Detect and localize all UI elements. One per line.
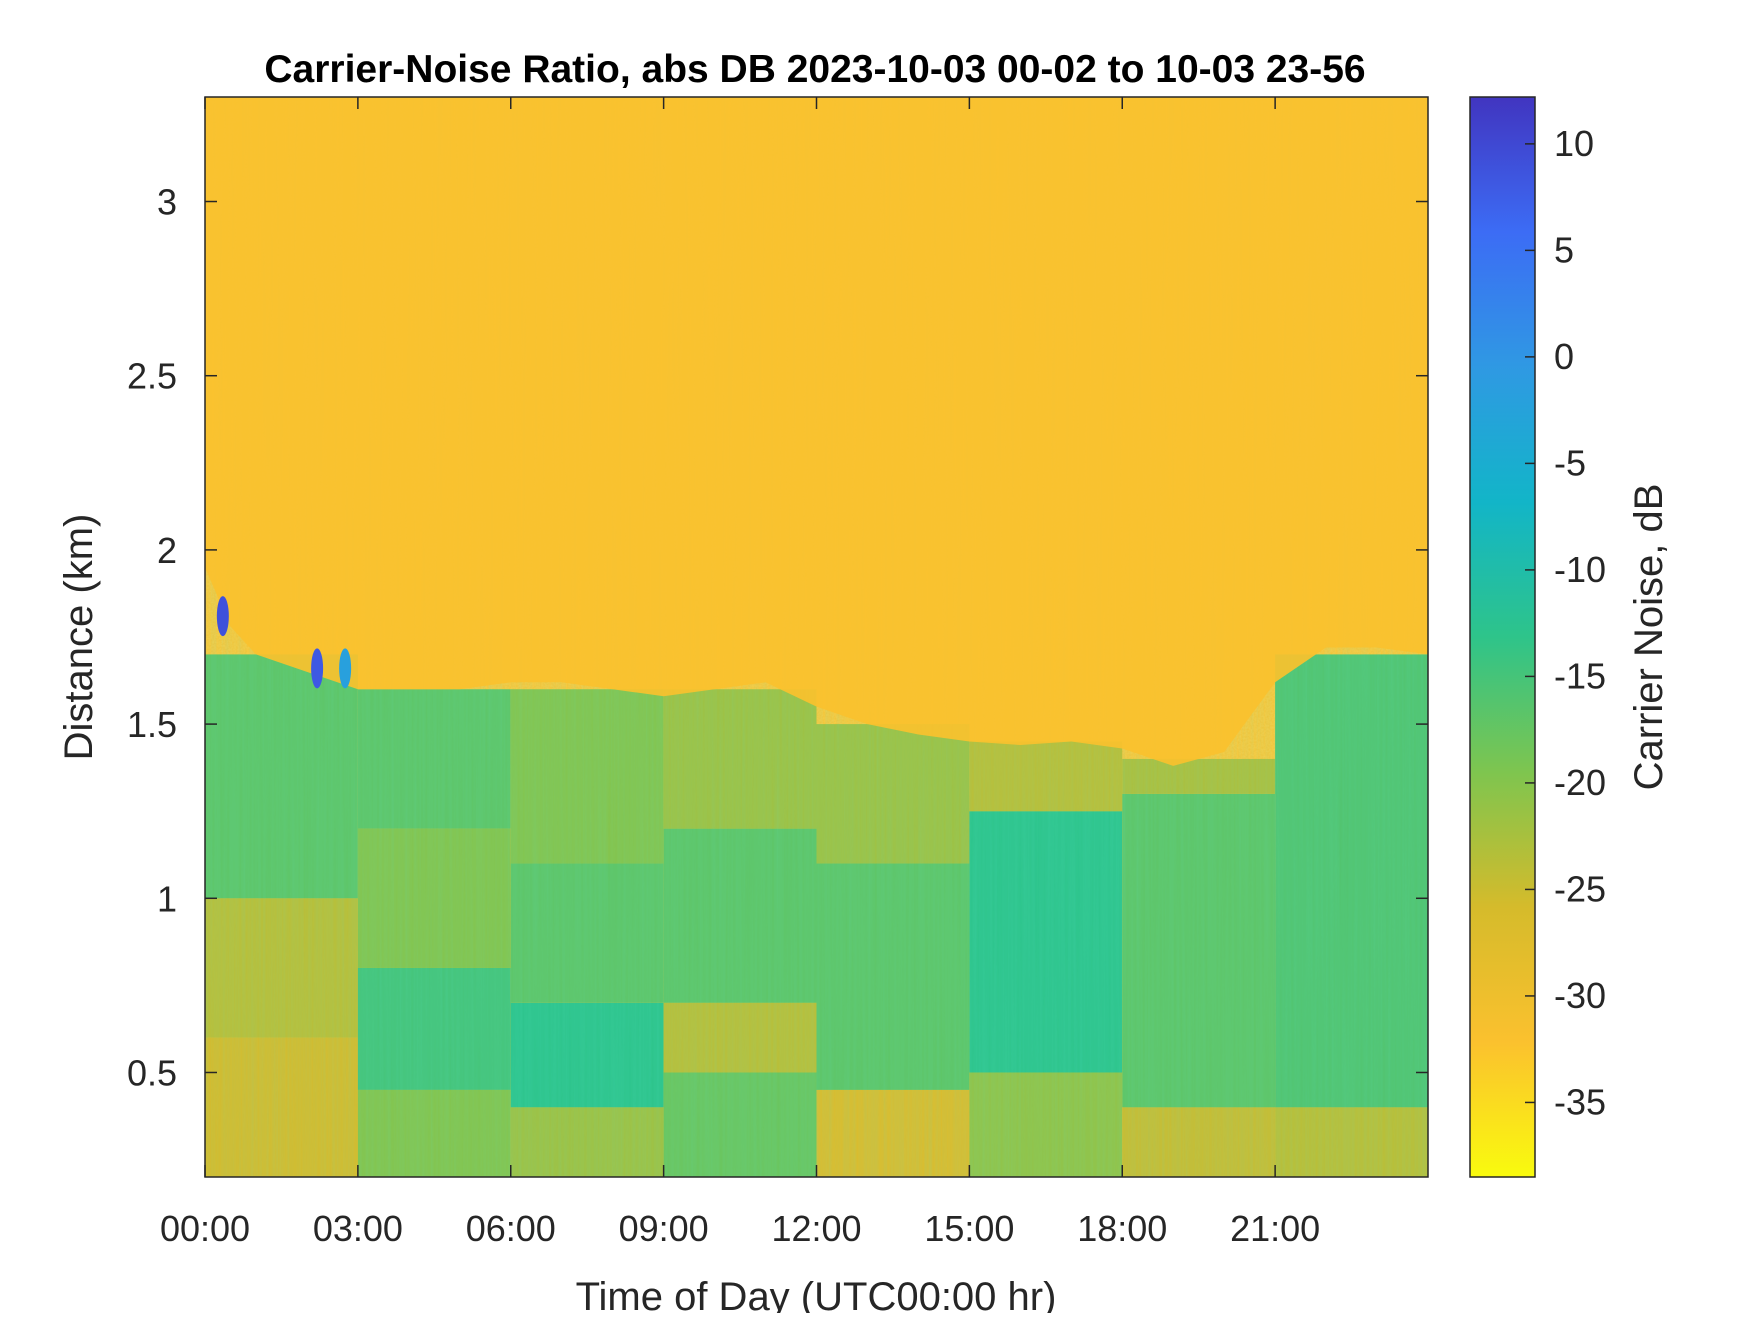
colorbar-tick-label: 0	[1554, 336, 1574, 377]
hotspot	[311, 648, 324, 689]
colorbar: 10 5 0 -5 -10 -15 -20 -25 -30 -35 Carrier Noise, …	[1469, 96, 1671, 1178]
x-tick-label: 21:00	[1230, 1208, 1320, 1249]
x-tick-label: 00:00	[160, 1208, 250, 1249]
colorbar-label: Carrier Noise, dB	[1627, 484, 1671, 791]
y-axis: 0.5 1 1.5 2 2.5 3	[127, 182, 1428, 1093]
plot-area	[205, 97, 1428, 1177]
chart-title: Carrier-Noise Ratio, abs DB 2023-10-03 0…	[264, 48, 1365, 91]
colorbar-bar	[1469, 96, 1536, 1178]
x-tick-label: 09:00	[619, 1208, 709, 1249]
x-axis: 00:00 03:00 06:00 09:00 12:00 15:00 18:00 21:00	[160, 97, 1320, 1249]
x-tick-label: 03:00	[313, 1208, 403, 1249]
hotspot	[339, 648, 352, 689]
x-tick-label: 12:00	[771, 1208, 861, 1249]
noise-floor-mask	[205, 97, 1428, 766]
hotspot	[216, 596, 229, 637]
x-tick-label: 18:00	[1077, 1208, 1167, 1249]
y-tick-label: 3	[157, 182, 177, 223]
x-tick-label: 06:00	[466, 1208, 556, 1249]
y-tick-label: 2	[157, 530, 177, 571]
colorbar-ticks: 10 5 0 -5 -10 -15 -20 -25 -30 -35	[1525, 123, 1606, 1122]
y-axis-label: Distance (km)	[57, 514, 101, 761]
x-tick-label: 15:00	[924, 1208, 1014, 1249]
colorbar-tick-label: -35	[1554, 1081, 1606, 1122]
colorbar-tick-label: -25	[1554, 868, 1606, 909]
colorbar-tick-label: -20	[1554, 762, 1606, 803]
x-axis-label: Time of Day (UTC00:00 hr)	[576, 1275, 1057, 1313]
colorbar-tick-label: 5	[1554, 229, 1574, 270]
y-tick-label: 2.5	[127, 356, 177, 397]
y-tick-label: 1	[157, 878, 177, 919]
y-tick-label: 1.5	[127, 704, 177, 745]
y-tick-label: 0.5	[127, 1052, 177, 1093]
colorbar-tick-label: 10	[1554, 123, 1594, 164]
colorbar-tick-label: -5	[1554, 442, 1586, 483]
colorbar-tick-label: -30	[1554, 975, 1606, 1016]
hotspots	[216, 596, 352, 689]
colorbar-tick-label: -10	[1554, 549, 1606, 590]
colorbar-tick-label: -15	[1554, 655, 1606, 696]
